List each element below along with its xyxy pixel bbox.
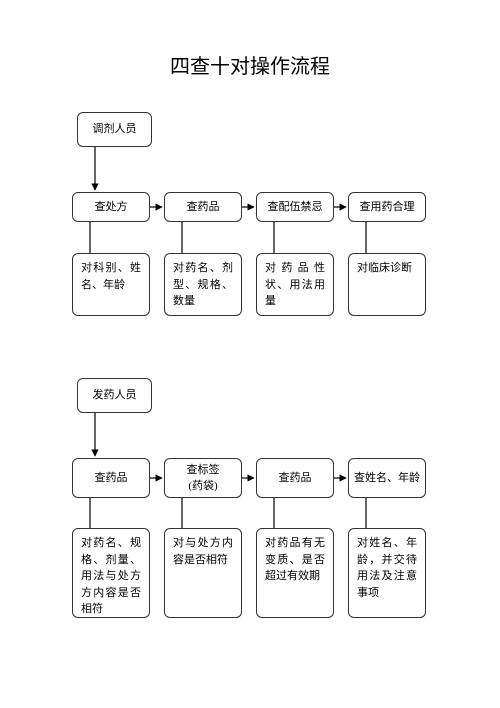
section1-check-box-1: 查处方 [72,192,150,222]
section2-desc-box-3: 对药品有无变质、是否超过有效期 [256,528,334,618]
section1-check-box-3: 查配伍禁忌 [256,192,334,222]
section1-desc-box-3: 对药品性状、用法用量 [256,253,334,316]
page-title: 四查十对操作流程 [0,50,500,79]
section2-check-box-4: 查姓名、年龄 [348,458,426,498]
section1-person-box: 调剂人员 [77,112,152,147]
section2-check-box-1: 查药品 [72,458,150,498]
section1-desc-box-1: 对科别、姓名、年龄 [72,253,150,316]
section2-desc-box-4: 对姓名、年龄，并交待用法及注意事项 [348,528,426,618]
section2-check-box-3: 查药品 [256,458,334,498]
section1-desc-box-2: 对药名、剂型、规格、数量 [164,253,242,316]
section1-desc-box-4: 对临床诊断 [348,253,426,316]
section2-desc-box-1: 对药名、规格、剂量、用法与处方方内容是否相符 [72,528,150,618]
section1-check-box-4: 查用药合理 [348,192,426,222]
section2-desc-box-2: 对与处方内容是否相符 [164,528,242,618]
section1-check-box-2: 查药品 [164,192,242,222]
section2-check-box-2: 查标签 (药袋) [164,458,242,498]
section2-person-box: 发药人员 [77,378,152,413]
